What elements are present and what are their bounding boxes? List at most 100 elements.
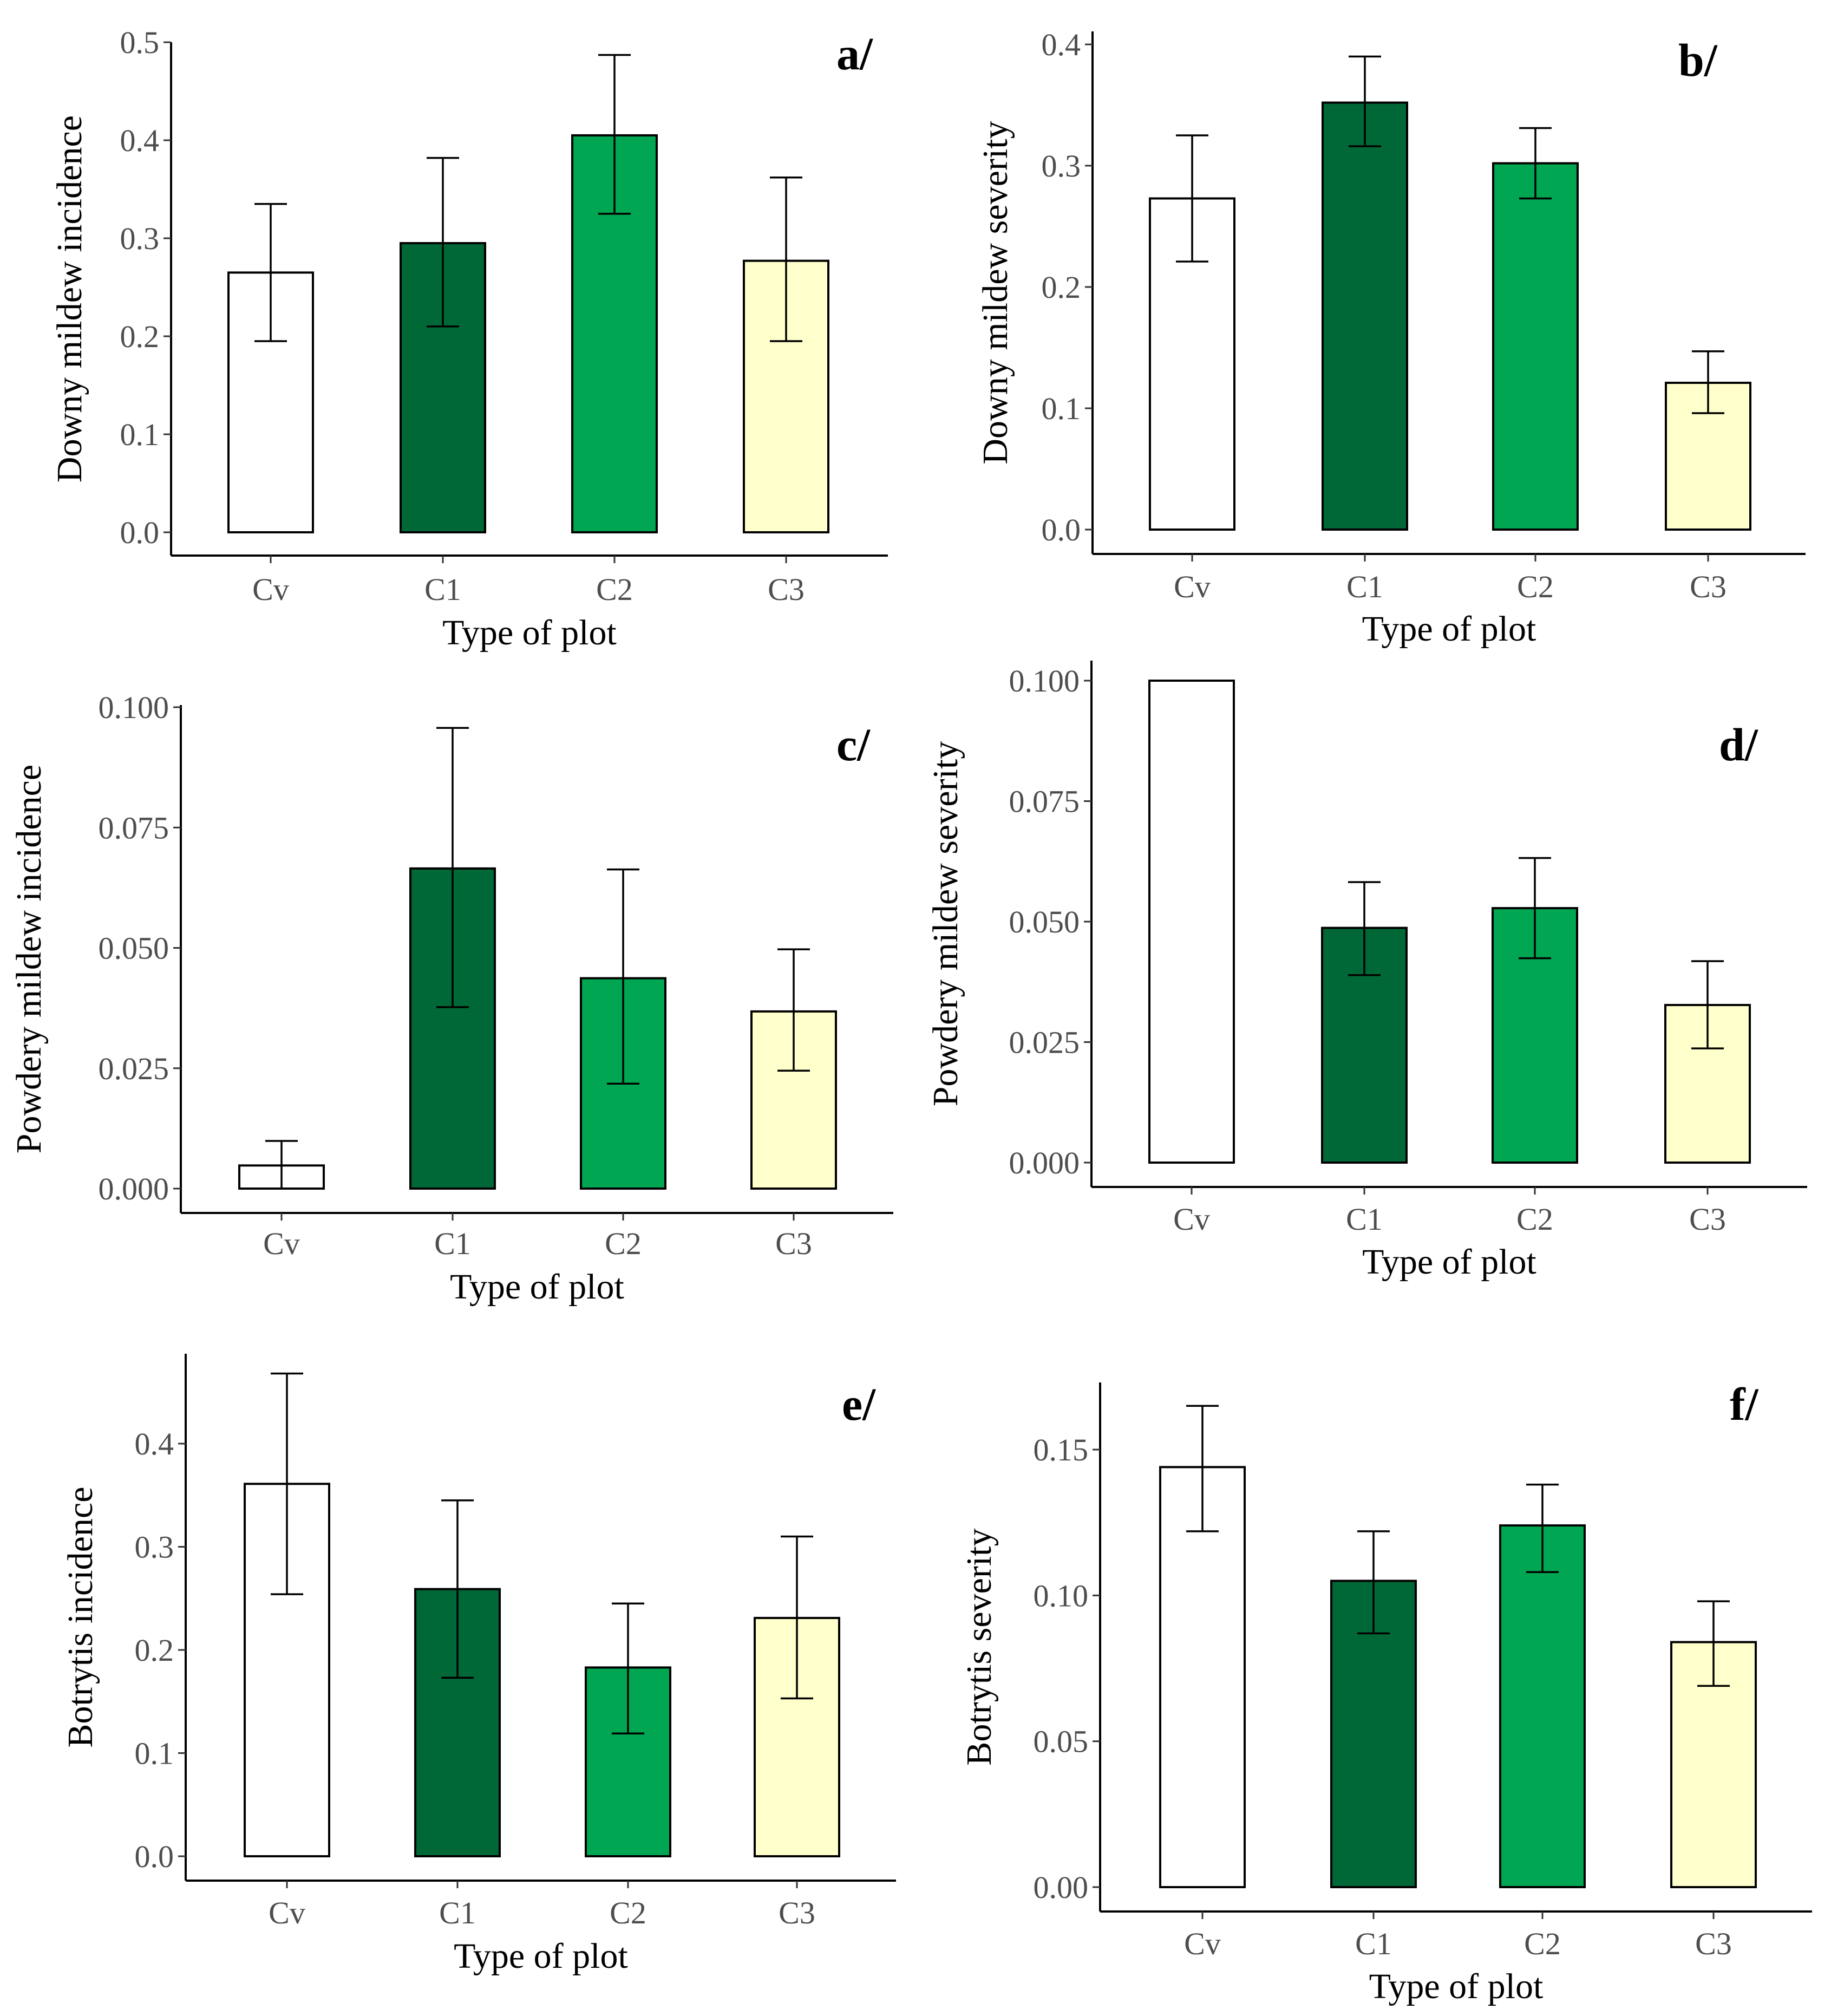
error-bar-c2: [1526, 1483, 1559, 1573]
x-tick-label: Cv: [263, 1226, 300, 1261]
x-tick-label: C2: [610, 1895, 646, 1930]
chart-panel-e: 0.0 0.1 0.2 0.3 0.4 Cv C1 C2 C3 Type of plot Botry…: [61, 1354, 896, 1976]
error-bar-cv: [271, 1372, 303, 1595]
x-tick-label: C3: [779, 1895, 815, 1930]
chart-panel-c: 0.000 0.025 0.050 0.075 0.100 Cv C1 C2 C3 Type of…: [9, 690, 893, 1307]
y-tick-label: 0.3: [135, 1530, 174, 1565]
x-tick-label: Cv: [1174, 569, 1211, 604]
y-axis-title: Botrytis incidence: [61, 1486, 100, 1747]
error-bar-cv: [265, 1140, 298, 1190]
x-axis-title: Type of plot: [454, 1936, 628, 1976]
y-tick-label: 0.2: [120, 319, 160, 354]
y-axis-title: Botrytis severity: [959, 1528, 999, 1765]
y-tick-label: 0.4: [1042, 27, 1081, 62]
error-bar-cv: [1176, 134, 1208, 263]
y-axis-title: Powdery mildew incidence: [9, 765, 49, 1153]
error-bar-c3: [770, 177, 802, 342]
x-tick-label: C3: [775, 1226, 812, 1261]
x-tick-label: C2: [1524, 1926, 1561, 1961]
x-tick-label: C2: [1516, 1202, 1553, 1237]
x-tick-label: C1: [1355, 1926, 1392, 1961]
error-bar-c2: [598, 54, 631, 215]
y-tick-label: 0.0: [1042, 512, 1081, 547]
panel-label: b/: [1678, 34, 1718, 86]
x-tick-label: C3: [1690, 569, 1727, 604]
x-axis-title: Type of plot: [1362, 1242, 1536, 1282]
panel-label: d/: [1719, 719, 1758, 771]
y-axis-title: Downy mildew incidence: [50, 115, 89, 482]
x-axis-title: Type of plot: [442, 613, 617, 653]
y-tick-label: 0.15: [1034, 1432, 1089, 1467]
bar-cv: [1159, 1466, 1246, 1889]
x-tick-label: C1: [424, 572, 461, 607]
y-axis-title: Downy mildew severity: [976, 121, 1015, 464]
y-tick-label: 0.075: [99, 810, 169, 845]
y-tick-label: 0.025: [1009, 1025, 1080, 1060]
x-tick-label: C2: [605, 1226, 642, 1261]
y-tick-label: 0.2: [1042, 270, 1081, 305]
bar-c2: [1492, 162, 1579, 531]
error-bar-c3: [1691, 960, 1724, 1049]
x-tick-label: C1: [1346, 569, 1383, 604]
error-bar-c3: [781, 1535, 813, 1700]
panel-label: e/: [842, 1378, 876, 1430]
y-tick-label: 0.075: [1009, 784, 1080, 819]
error-bar-c3: [1697, 1600, 1730, 1687]
y-tick-label: 0.05: [1034, 1724, 1089, 1759]
error-bar-c2: [1519, 127, 1552, 200]
panel-label: c/: [836, 719, 871, 771]
y-tick-label: 0.0: [135, 1839, 174, 1874]
y-tick-label: 0.10: [1034, 1578, 1089, 1613]
y-tick-label: 0.0: [120, 515, 160, 550]
y-tick-label: 0.000: [99, 1171, 169, 1206]
error-bar-c1: [427, 156, 459, 328]
y-tick-label: 0.100: [1009, 663, 1080, 699]
x-tick-label: C3: [768, 572, 805, 607]
y-tick-label: 0.00: [1034, 1870, 1089, 1905]
panel-label: a/: [836, 28, 873, 80]
error-bar-c1: [1349, 55, 1381, 147]
y-tick-label: 0.3: [1042, 148, 1081, 184]
y-axis-title: Powdery mildew severity: [926, 741, 965, 1107]
error-bar-c1: [1348, 881, 1381, 976]
bar-cv: [1148, 680, 1235, 1164]
error-bar-c2: [612, 1602, 644, 1735]
x-tick-label: Cv: [252, 572, 289, 607]
error-bar-c1: [441, 1499, 474, 1679]
x-tick-label: C1: [439, 1895, 476, 1930]
error-bar-c1: [436, 727, 469, 1008]
error-bar-c2: [607, 868, 639, 1085]
bar-c1: [1322, 101, 1408, 531]
error-bar-c2: [1519, 857, 1551, 960]
error-bar-cv: [1186, 1405, 1219, 1532]
x-tick-label: C1: [434, 1226, 471, 1261]
y-tick-label: 0.2: [135, 1633, 174, 1668]
error-bar-c3: [1692, 350, 1724, 414]
error-bar-c3: [777, 948, 810, 1072]
y-tick-label: 0.5: [120, 25, 160, 60]
x-axis-title: Type of plot: [1362, 609, 1536, 649]
chart-panel-a: 0.0 0.1 0.2 0.3 0.4 0.5 Cv C1 C2 C3 Type of plot Do…: [50, 25, 888, 653]
y-tick-label: 0.000: [1009, 1145, 1080, 1180]
x-axis-title: Type of plot: [1369, 1967, 1544, 2006]
bar-c2: [1499, 1524, 1586, 1888]
y-tick-label: 0.1: [1042, 391, 1081, 426]
y-tick-label: 0.1: [135, 1736, 174, 1771]
y-tick-label: 0.1: [120, 417, 160, 452]
error-bar-c1: [1357, 1530, 1390, 1635]
y-tick-label: 0.4: [135, 1426, 174, 1462]
x-tick-label: Cv: [269, 1895, 305, 1930]
chart-panel-d: 0.000 0.025 0.050 0.075 0.100 Cv C1 C2 C3 Type of…: [926, 661, 1807, 1282]
x-axis-title: Type of plot: [450, 1267, 624, 1307]
x-tick-label: C2: [1517, 569, 1554, 604]
y-tick-label: 0.100: [99, 690, 169, 725]
y-tick-label: 0.025: [99, 1051, 169, 1086]
x-tick-label: Cv: [1173, 1202, 1210, 1237]
y-tick-label: 0.050: [99, 931, 169, 966]
y-tick-label: 0.050: [1009, 904, 1080, 940]
chart-panel-f: 0.00 0.05 0.10 0.15 Cv C1 C2 C3 Type of plot Botr…: [959, 1378, 1812, 2006]
error-bar-cv: [254, 203, 287, 342]
panel-label: f/: [1730, 1378, 1759, 1430]
chart-panel-b: 0.0 0.1 0.2 0.3 0.4 Cv C1 C2 C3 Type of plot Downy…: [976, 27, 1806, 649]
